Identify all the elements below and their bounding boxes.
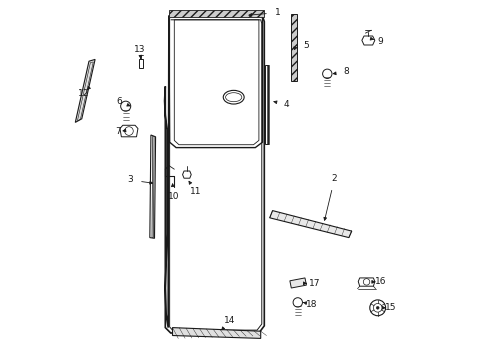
Polygon shape	[269, 211, 351, 238]
Text: 6: 6	[116, 97, 122, 106]
Text: 1: 1	[275, 8, 280, 17]
Text: 12: 12	[78, 89, 89, 98]
Polygon shape	[290, 14, 296, 81]
Polygon shape	[152, 136, 154, 238]
Text: 8: 8	[343, 68, 349, 77]
Text: 14: 14	[224, 316, 235, 325]
Text: 3: 3	[127, 175, 133, 184]
Bar	[168, 10, 264, 17]
Text: 4: 4	[283, 100, 288, 109]
Text: 2: 2	[331, 174, 337, 183]
Polygon shape	[289, 278, 306, 288]
Text: 11: 11	[190, 187, 201, 196]
Text: 13: 13	[134, 45, 145, 54]
Text: 18: 18	[306, 300, 317, 309]
Text: 10: 10	[167, 192, 179, 201]
Text: 17: 17	[309, 279, 320, 288]
Text: 15: 15	[384, 303, 396, 312]
Text: 16: 16	[374, 277, 386, 287]
Polygon shape	[172, 328, 260, 338]
Circle shape	[375, 306, 378, 309]
Text: 5: 5	[303, 41, 309, 50]
Text: 7: 7	[115, 127, 121, 136]
Text: 9: 9	[376, 37, 382, 46]
Polygon shape	[75, 59, 95, 122]
